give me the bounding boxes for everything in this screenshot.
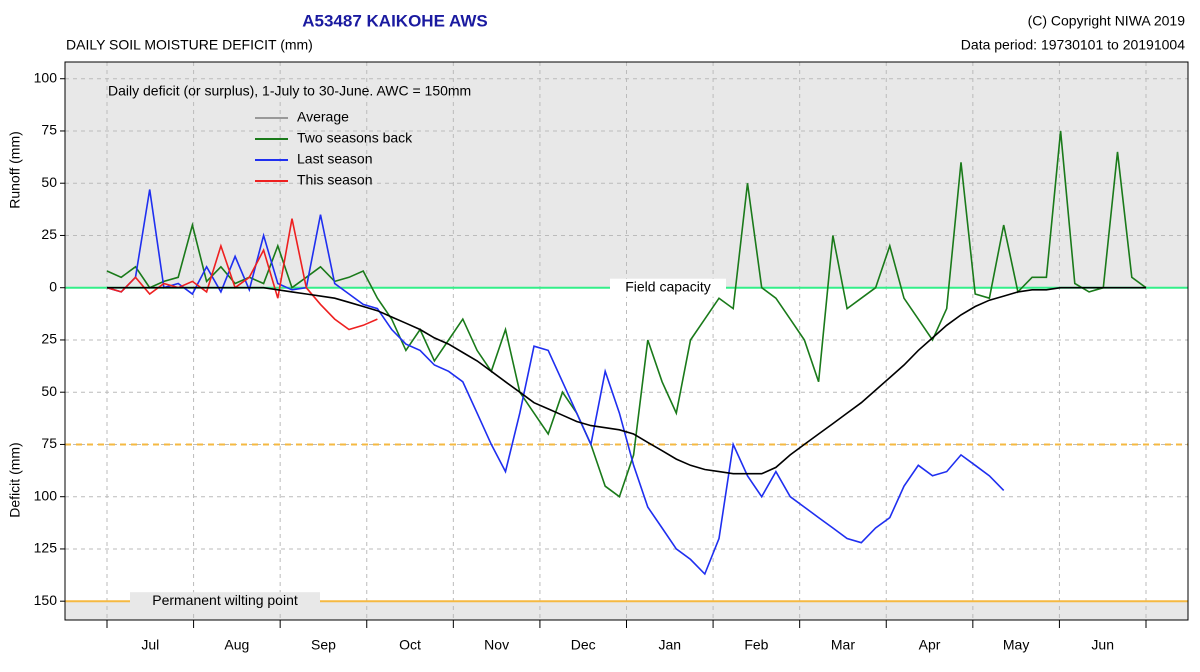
note: Daily deficit (or surplus), 1-July to 30… — [108, 83, 471, 99]
y-tick-label: 25 — [41, 331, 57, 347]
reference-label: Field capacity — [625, 278, 711, 294]
reference-label: Permanent wilting point — [152, 592, 298, 608]
x-tick-label: Feb — [744, 637, 768, 653]
y-tick-label: 150 — [34, 592, 58, 608]
y-axis-label: Deficit (mm) — [7, 442, 23, 517]
x-tick-label: Jun — [1091, 637, 1114, 653]
legend-label: Last season — [297, 151, 373, 167]
reference-label-bg — [610, 278, 726, 297]
y-tick-label: 50 — [41, 383, 57, 399]
y-tick-label: 25 — [41, 226, 57, 242]
y-axis-label: Runoff (mm) — [7, 131, 23, 209]
y-tick-label: 75 — [41, 122, 57, 138]
x-tick-label: Apr — [919, 637, 941, 653]
below-wilting-zone — [65, 601, 1188, 620]
x-tick-label: May — [1003, 637, 1029, 653]
copyright: (C) Copyright NIWA 2019 — [1028, 13, 1186, 29]
x-tick-label: Aug — [224, 637, 249, 653]
legend-label: Two seasons back — [297, 130, 413, 146]
legend-label: Average — [297, 109, 349, 125]
data-period: Data period: 19730101 to 20191004 — [961, 37, 1185, 53]
series-line — [106, 218, 378, 331]
y-tick-label: 100 — [34, 69, 58, 85]
x-tick-label: Dec — [571, 637, 596, 653]
chart-subtitle: DAILY SOIL MOISTURE DEFICIT (mm) — [66, 37, 313, 53]
x-tick-label: Jul — [141, 637, 159, 653]
y-tick-label: 0 — [49, 278, 57, 294]
y-tick-label: 75 — [41, 435, 57, 451]
y-tick-label: 125 — [34, 540, 58, 556]
legend-label: This season — [297, 172, 372, 188]
x-tick-label: Jan — [659, 637, 682, 653]
y-tick-label: 100 — [34, 487, 58, 503]
plot-frame — [64, 61, 1189, 621]
series-line — [107, 286, 1146, 475]
x-tick-label: Mar — [831, 637, 855, 653]
x-tick-label: Nov — [484, 637, 509, 653]
x-tick-label: Oct — [399, 637, 421, 653]
series-line — [106, 130, 1147, 498]
y-tick-label: 50 — [41, 174, 57, 190]
x-tick-label: Sep — [311, 637, 336, 653]
reference-label-bg — [130, 592, 320, 611]
chart-title: A53487 KAIKOHE AWS — [302, 11, 487, 30]
